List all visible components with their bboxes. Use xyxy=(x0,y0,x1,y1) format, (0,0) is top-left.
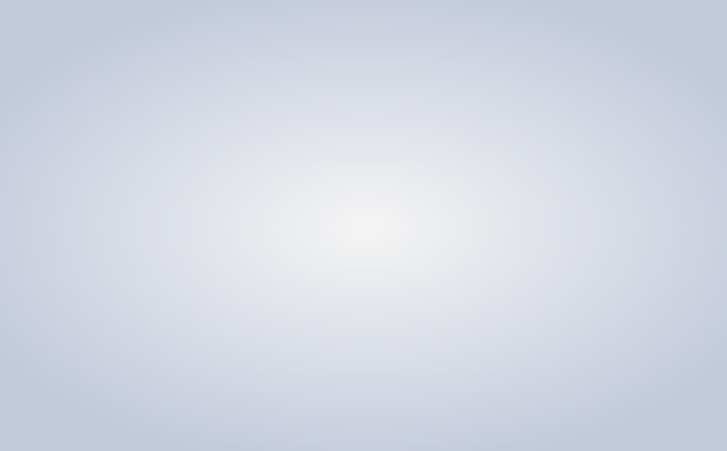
Bar xyxy=(571,219,659,385)
Bar xyxy=(68,110,156,385)
Bar xyxy=(403,169,491,385)
Bar xyxy=(236,119,324,385)
Bar xyxy=(240,123,327,385)
Text: 32 %: 32 % xyxy=(255,140,305,157)
Title: Riitävän hyvät yritykset: Riitävän hyvät yritykset xyxy=(214,11,513,35)
Bar xyxy=(576,223,663,385)
Bar xyxy=(73,115,160,385)
Bar xyxy=(408,173,495,385)
Text: 33 %: 33 % xyxy=(87,131,137,149)
Text: 20 %: 20 % xyxy=(590,239,640,258)
Text: 26 %: 26 % xyxy=(422,189,472,207)
